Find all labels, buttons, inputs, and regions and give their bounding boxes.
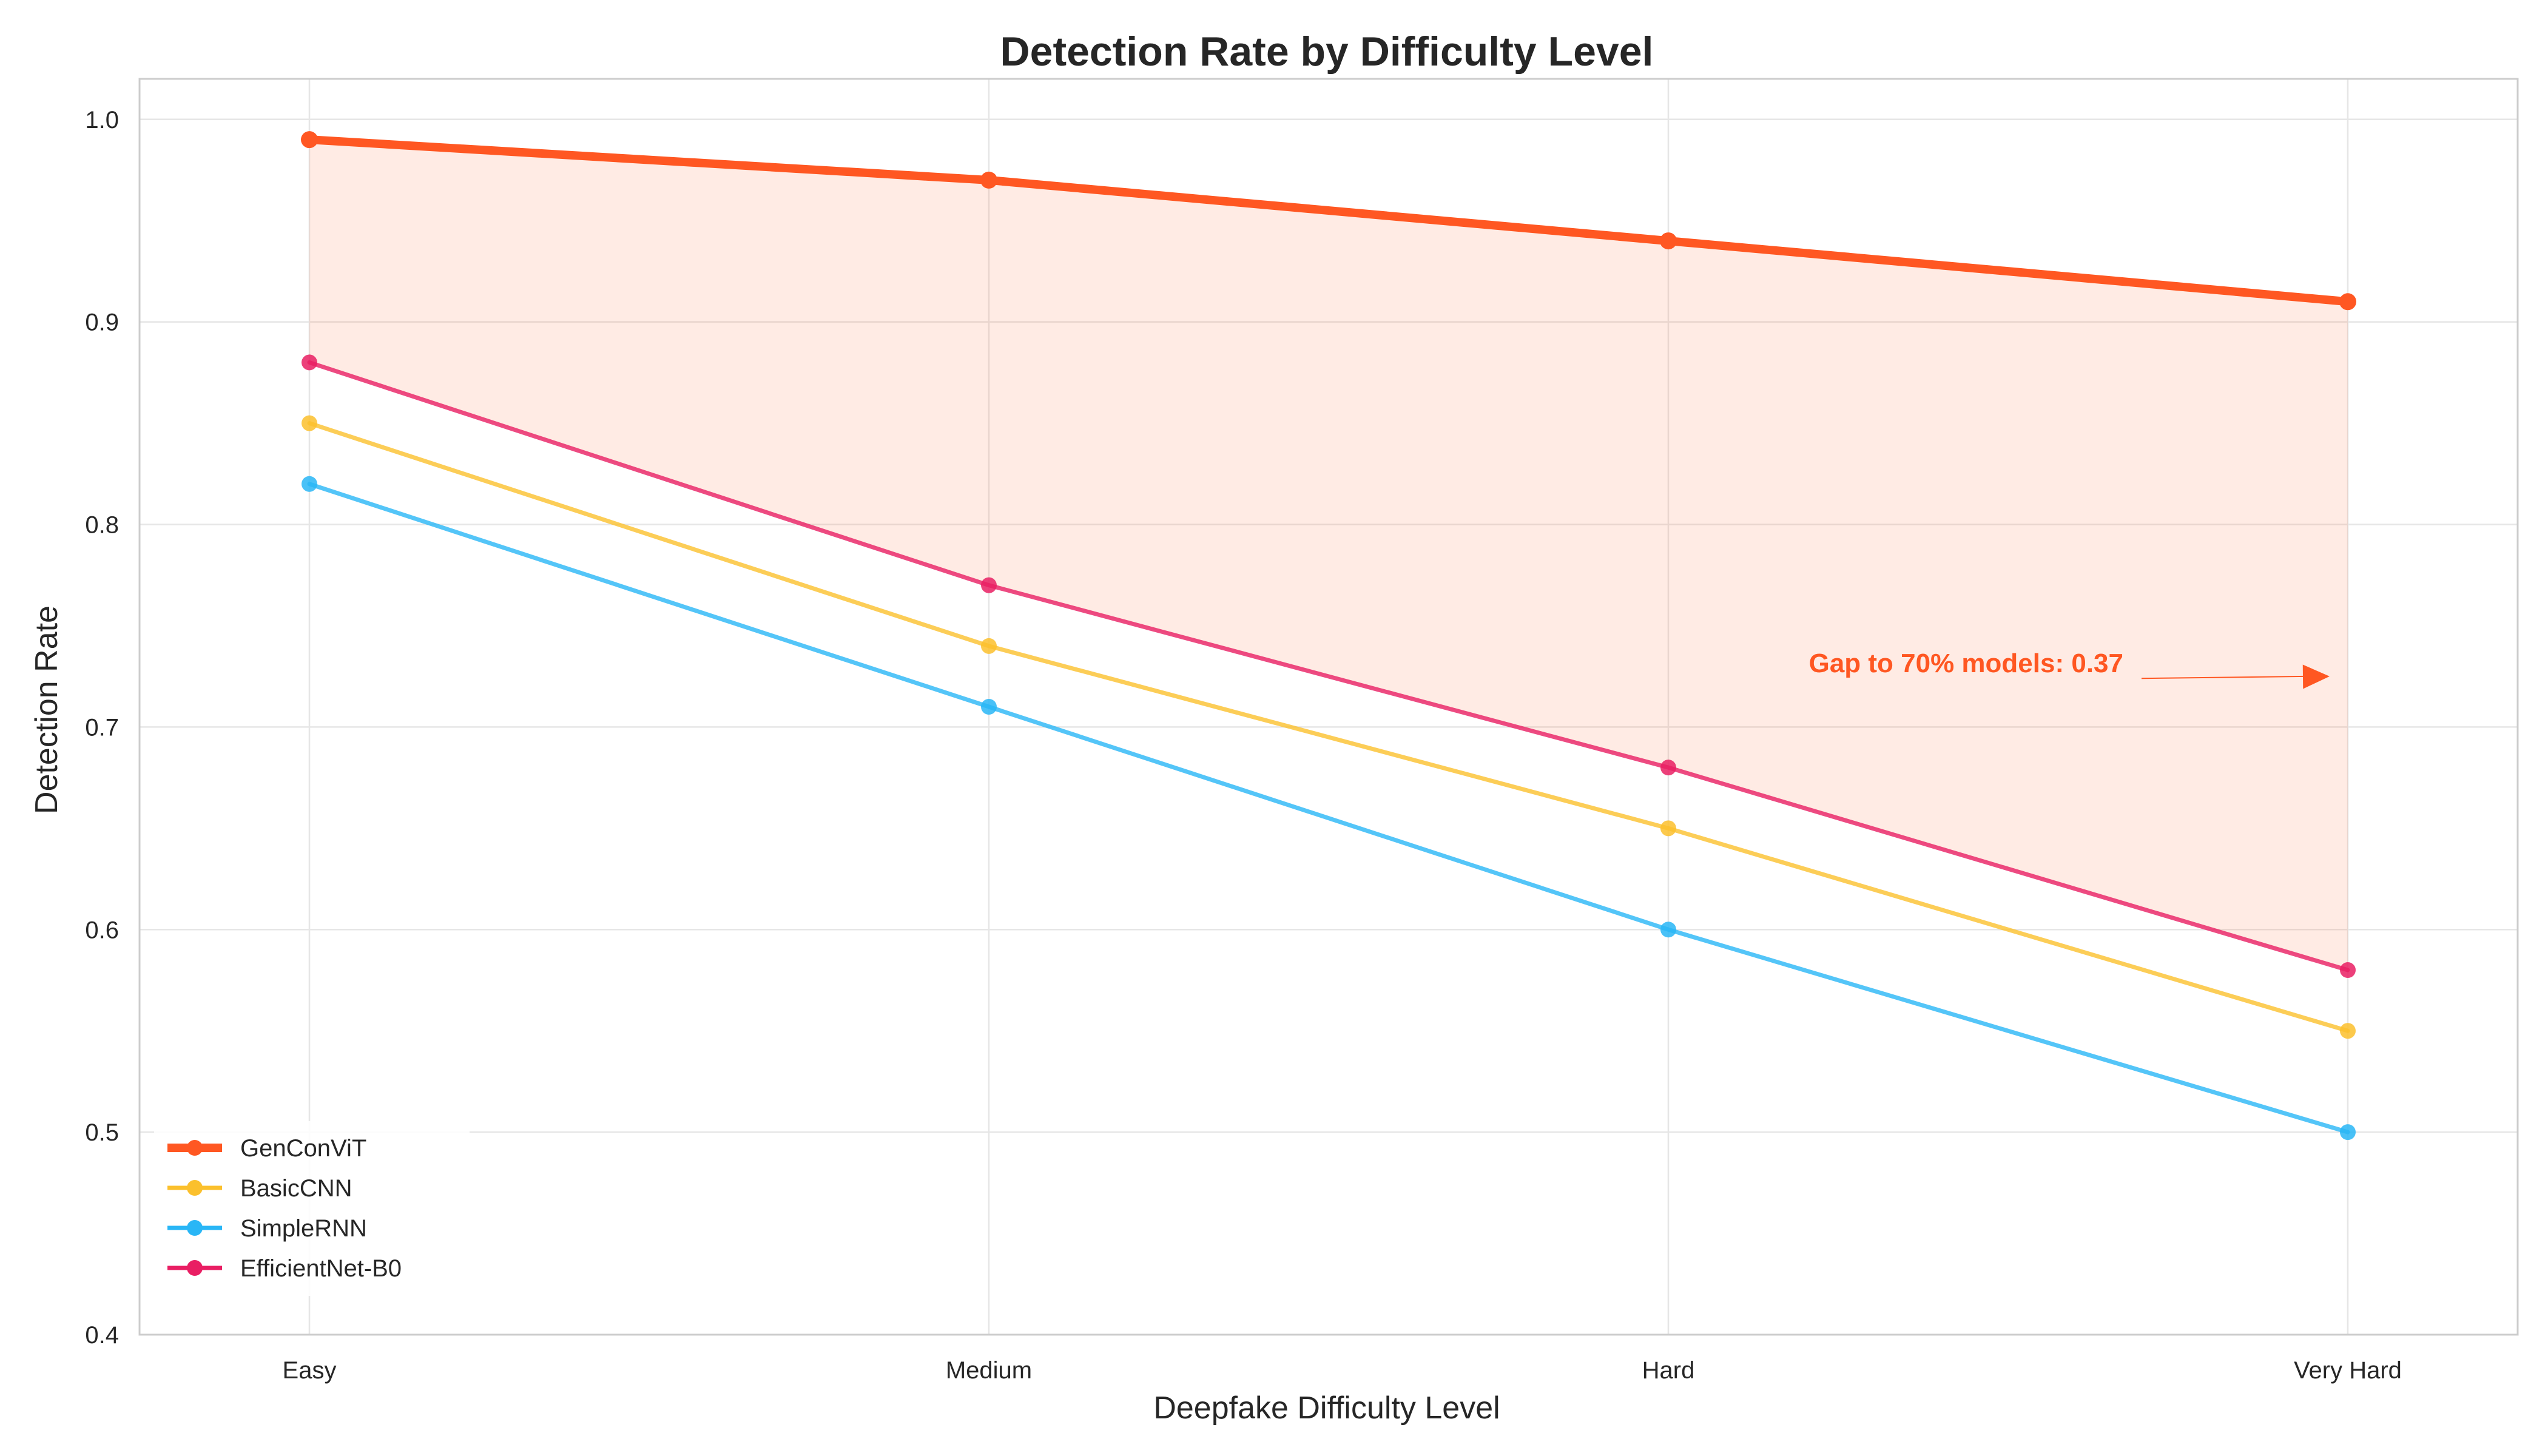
gap-annotation-text: Gap to 70% models: 0.37 [1809, 649, 2123, 678]
y-tick-label: 0.9 [85, 309, 119, 336]
data-point [1660, 232, 1677, 250]
series-basiccnn [302, 415, 2356, 1039]
y-tick-label: 1.0 [85, 107, 119, 133]
series-simplernn [302, 476, 2356, 1141]
data-point [301, 131, 318, 149]
data-point [981, 577, 997, 593]
tick-labels: 0.4 0.5 0.6 0.7 0.8 0.9 1.0 Easy Medium Hard Very … [85, 107, 2402, 1384]
data-point [2340, 1023, 2356, 1039]
legend-item: SimpleRNN [167, 1215, 367, 1242]
gap-fill [309, 140, 2348, 971]
series-line [305, 135, 2352, 306]
plot-frame [138, 78, 2519, 1336]
legend-label: BasicCNN [240, 1175, 352, 1202]
y-tick-label: 0.6 [85, 917, 119, 943]
data-point [1660, 922, 1676, 938]
data-point [1660, 820, 1676, 837]
gap-fill-area [309, 140, 2348, 971]
y-axis-label: Detection Rate [29, 605, 64, 814]
y-tick-label: 0.5 [85, 1119, 119, 1146]
legend-item: GenConViT [167, 1135, 366, 1162]
data-point [302, 415, 317, 431]
gap-annotation-arrow-line [2141, 675, 2306, 679]
x-tick-label: Very Hard [2294, 1357, 2402, 1384]
data-point [1660, 760, 1676, 776]
data-point [302, 354, 317, 371]
legend-swatch-marker [187, 1140, 203, 1156]
data-point [980, 171, 997, 189]
legend-swatch-marker [187, 1220, 203, 1236]
data-point [2339, 293, 2356, 311]
data-point [2340, 962, 2356, 979]
x-axis-label: Deepfake Difficulty Level [1153, 1390, 1500, 1426]
legend-swatch-marker [187, 1260, 203, 1276]
legend-label: SimpleRNN [240, 1215, 367, 1242]
x-tick-label: Easy [283, 1357, 337, 1384]
legend-item: EfficientNet-B0 [167, 1255, 402, 1282]
data-point [981, 638, 997, 654]
series-line [307, 360, 2350, 972]
data-point [302, 476, 317, 492]
series-line [307, 421, 2350, 1033]
x-tick-label: Medium [946, 1357, 1032, 1384]
series-genconvit [301, 131, 2356, 311]
chart-title: Detection Rate by Difficulty Level [1000, 29, 1654, 75]
legend-label: GenConViT [240, 1135, 366, 1162]
gap-annotation-arrow-head-icon [2302, 664, 2330, 689]
series-line [307, 482, 2350, 1134]
data-point [981, 699, 997, 715]
legend-swatch-marker [187, 1180, 203, 1196]
y-tick-label: 0.4 [85, 1322, 119, 1349]
y-tick-label: 0.8 [85, 512, 119, 539]
series-layer [301, 131, 2356, 1141]
legend-item: BasicCNN [167, 1175, 352, 1202]
legend: GenConViT BasicCNN SimpleRNN EfficientNet-B… [154, 1121, 470, 1296]
legend-label: EfficientNet-B0 [240, 1255, 402, 1282]
series-efficientnet-b0 [302, 354, 2356, 979]
gap-annotation: Gap to 70% models: 0.37 [1809, 649, 2330, 689]
x-tick-label: Hard [1642, 1357, 1695, 1384]
y-tick-label: 0.7 [85, 714, 119, 741]
data-point [2340, 1124, 2356, 1141]
